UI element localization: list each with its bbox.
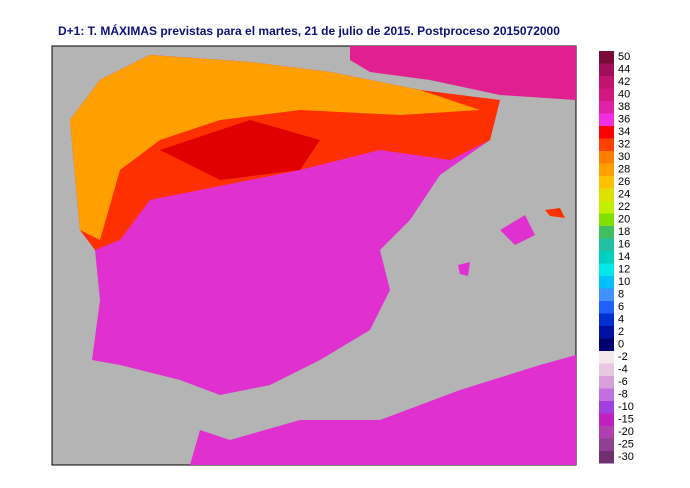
legend-swatch bbox=[599, 376, 614, 389]
legend-label: 40 bbox=[618, 89, 630, 101]
legend-swatch bbox=[599, 113, 614, 126]
legend-swatch bbox=[599, 251, 614, 264]
legend-swatch bbox=[599, 176, 614, 189]
legend-label: 14 bbox=[618, 251, 630, 263]
legend-label: 6 bbox=[618, 301, 624, 313]
legend-swatch bbox=[599, 51, 614, 64]
legend-label: 42 bbox=[618, 76, 630, 88]
legend-label: 26 bbox=[618, 176, 630, 188]
central-north bbox=[160, 120, 320, 180]
legend-swatch bbox=[599, 338, 614, 351]
north-mild bbox=[70, 55, 480, 240]
legend-swatch bbox=[599, 276, 614, 289]
legend-swatch bbox=[599, 188, 614, 201]
legend-label: 38 bbox=[618, 101, 630, 113]
legend-label: 12 bbox=[618, 264, 630, 276]
legend-swatch bbox=[599, 451, 614, 464]
legend-swatch bbox=[599, 401, 614, 414]
legend-label: 28 bbox=[618, 164, 630, 176]
legend-swatch bbox=[599, 213, 614, 226]
legend-swatch bbox=[599, 238, 614, 251]
legend-label: -15 bbox=[618, 414, 634, 426]
legend-swatch bbox=[599, 151, 614, 164]
legend-label: -10 bbox=[618, 401, 634, 413]
legend-label: -2 bbox=[618, 351, 628, 363]
legend-label: 50 bbox=[618, 51, 630, 63]
legend-label: 24 bbox=[618, 189, 630, 201]
legend-label: 8 bbox=[618, 289, 624, 301]
legend-swatch bbox=[599, 313, 614, 326]
legend-label: 16 bbox=[618, 239, 630, 251]
menorca bbox=[545, 208, 565, 218]
mallorca bbox=[500, 215, 535, 245]
legend-label: 18 bbox=[618, 226, 630, 238]
legend-swatch bbox=[599, 226, 614, 239]
legend-swatch bbox=[599, 263, 614, 276]
legend-label: 30 bbox=[618, 151, 630, 163]
legend-swatch bbox=[599, 163, 614, 176]
legend-label: 22 bbox=[618, 201, 630, 213]
legend-swatch bbox=[599, 63, 614, 76]
legend-swatch bbox=[599, 438, 614, 451]
france bbox=[350, 46, 576, 100]
legend-label: 32 bbox=[618, 139, 630, 151]
africa bbox=[190, 355, 576, 465]
legend-label: -30 bbox=[618, 451, 634, 463]
legend-label: -20 bbox=[618, 426, 634, 438]
legend-swatch bbox=[599, 201, 614, 214]
legend-label: 2 bbox=[618, 326, 624, 338]
legend-swatch bbox=[599, 363, 614, 376]
legend-swatch bbox=[599, 301, 614, 314]
legend-label: -25 bbox=[618, 439, 634, 451]
legend-swatch bbox=[599, 138, 614, 151]
legend-label: 34 bbox=[618, 126, 630, 138]
legend-swatch bbox=[599, 351, 614, 364]
legend-label: -6 bbox=[618, 376, 628, 388]
legend-label: 10 bbox=[618, 276, 630, 288]
map-title: D+1: T. MÁXIMAS previstas para el martes… bbox=[58, 24, 560, 38]
legend-swatch bbox=[599, 388, 614, 401]
legend-label: 36 bbox=[618, 114, 630, 126]
legend-label: 4 bbox=[618, 314, 624, 326]
legend-swatch bbox=[599, 413, 614, 426]
legend-swatch bbox=[599, 126, 614, 139]
legend-label: 20 bbox=[618, 214, 630, 226]
legend-swatch bbox=[599, 88, 614, 101]
legend-swatch bbox=[599, 76, 614, 89]
legend-label: 44 bbox=[618, 64, 630, 76]
legend-swatch bbox=[599, 101, 614, 114]
legend-label: -8 bbox=[618, 389, 628, 401]
legend-swatch bbox=[599, 426, 614, 439]
legend-label: -4 bbox=[618, 364, 628, 376]
ibiza bbox=[458, 262, 470, 276]
legend-label: 0 bbox=[618, 339, 624, 351]
legend-swatch bbox=[599, 288, 614, 301]
legend-swatch bbox=[599, 326, 614, 339]
